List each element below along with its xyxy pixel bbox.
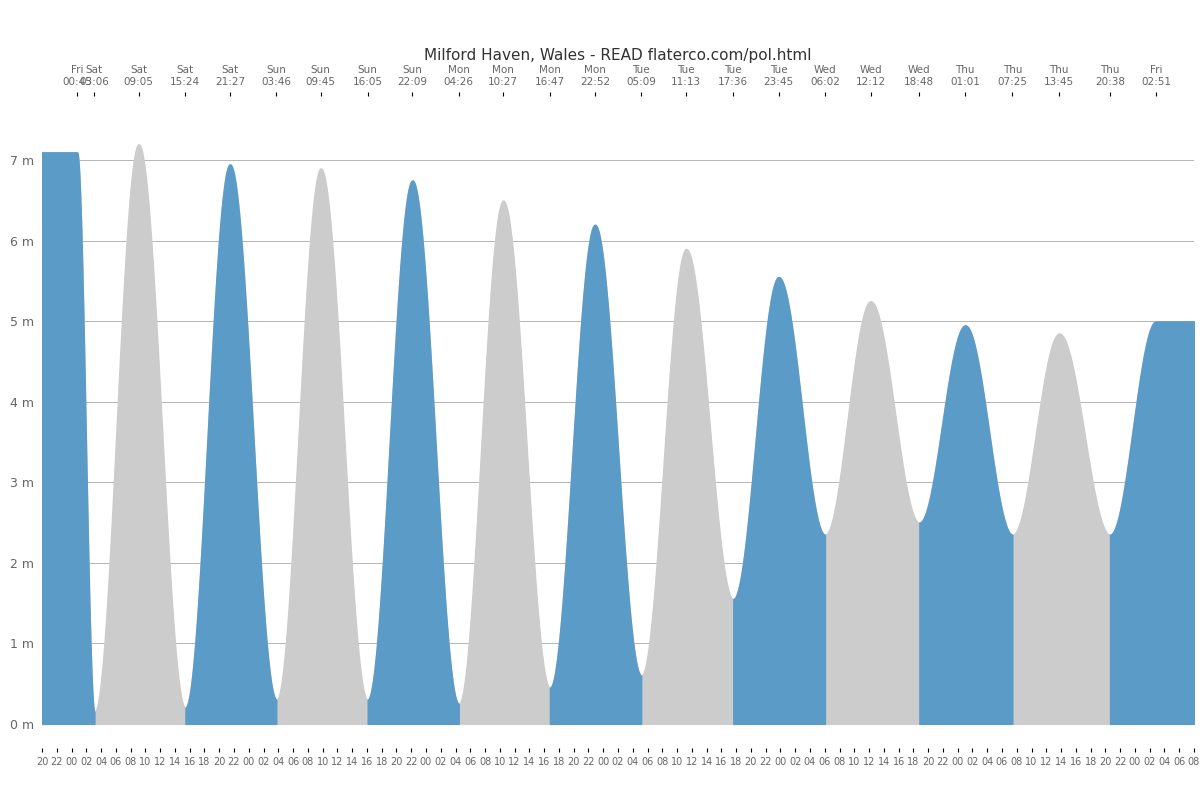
Title: Milford Haven, Wales - READ flaterco.com/pol.html: Milford Haven, Wales - READ flaterco.com… bbox=[425, 48, 811, 63]
